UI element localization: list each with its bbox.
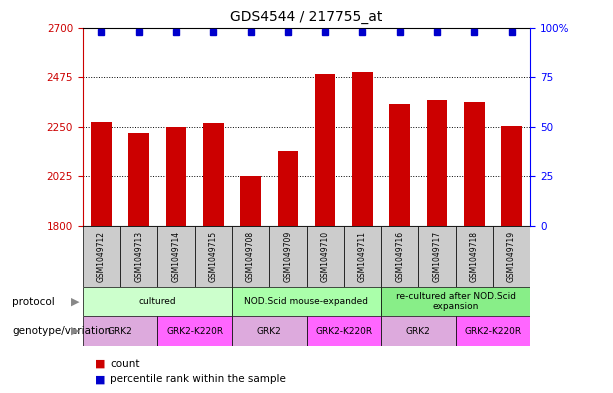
Text: GSM1049713: GSM1049713 — [134, 231, 143, 282]
Bar — [203, 123, 224, 226]
Text: GRK2-K220R: GRK2-K220R — [166, 327, 223, 336]
Text: GSM1049709: GSM1049709 — [283, 231, 292, 282]
FancyBboxPatch shape — [232, 287, 381, 316]
Bar — [129, 133, 149, 226]
Text: count: count — [110, 358, 140, 369]
Text: GSM1049717: GSM1049717 — [433, 231, 441, 282]
Text: NOD.Scid mouse-expanded: NOD.Scid mouse-expanded — [245, 297, 368, 306]
Bar — [278, 151, 298, 226]
Text: GSM1049718: GSM1049718 — [470, 231, 479, 282]
Text: GSM1049708: GSM1049708 — [246, 231, 255, 282]
Text: GDS4544 / 217755_at: GDS4544 / 217755_at — [230, 10, 383, 24]
Bar — [427, 100, 447, 226]
Text: GRK2-K220R: GRK2-K220R — [465, 327, 522, 336]
Text: ■: ■ — [95, 358, 105, 369]
FancyBboxPatch shape — [455, 316, 530, 346]
FancyBboxPatch shape — [195, 226, 232, 287]
Bar — [315, 74, 335, 226]
FancyBboxPatch shape — [158, 316, 232, 346]
Text: GSM1049710: GSM1049710 — [321, 231, 330, 282]
Text: ■: ■ — [95, 374, 105, 384]
Bar — [240, 176, 261, 226]
Bar — [91, 122, 112, 226]
Bar — [166, 127, 186, 226]
FancyBboxPatch shape — [381, 287, 530, 316]
FancyBboxPatch shape — [306, 226, 344, 287]
Text: ▶: ▶ — [71, 297, 80, 307]
FancyBboxPatch shape — [306, 316, 381, 346]
Text: GSM1049714: GSM1049714 — [172, 231, 180, 282]
Text: GSM1049715: GSM1049715 — [209, 231, 218, 282]
FancyBboxPatch shape — [120, 226, 158, 287]
FancyBboxPatch shape — [418, 226, 455, 287]
FancyBboxPatch shape — [344, 226, 381, 287]
FancyBboxPatch shape — [381, 226, 418, 287]
FancyBboxPatch shape — [83, 287, 232, 316]
FancyBboxPatch shape — [158, 226, 195, 287]
FancyBboxPatch shape — [232, 226, 269, 287]
Text: GRK2: GRK2 — [257, 327, 281, 336]
Text: ▶: ▶ — [71, 326, 80, 336]
Bar — [501, 126, 522, 226]
FancyBboxPatch shape — [232, 316, 306, 346]
Text: GSM1049711: GSM1049711 — [358, 231, 367, 282]
FancyBboxPatch shape — [381, 316, 455, 346]
Text: re-cultured after NOD.Scid
expansion: re-cultured after NOD.Scid expansion — [395, 292, 516, 311]
FancyBboxPatch shape — [493, 226, 530, 287]
Text: cultured: cultured — [139, 297, 176, 306]
FancyBboxPatch shape — [83, 226, 120, 287]
Bar — [352, 72, 373, 226]
Text: GSM1049716: GSM1049716 — [395, 231, 404, 282]
Text: percentile rank within the sample: percentile rank within the sample — [110, 374, 286, 384]
Text: genotype/variation: genotype/variation — [12, 326, 112, 336]
FancyBboxPatch shape — [83, 316, 158, 346]
Bar — [464, 103, 484, 226]
FancyBboxPatch shape — [455, 226, 493, 287]
Text: protocol: protocol — [12, 297, 55, 307]
Text: GRK2-K220R: GRK2-K220R — [315, 327, 372, 336]
Text: GSM1049719: GSM1049719 — [507, 231, 516, 282]
Text: GRK2: GRK2 — [406, 327, 431, 336]
Text: GRK2: GRK2 — [108, 327, 132, 336]
Bar — [389, 104, 410, 226]
FancyBboxPatch shape — [269, 226, 306, 287]
Text: GSM1049712: GSM1049712 — [97, 231, 106, 282]
